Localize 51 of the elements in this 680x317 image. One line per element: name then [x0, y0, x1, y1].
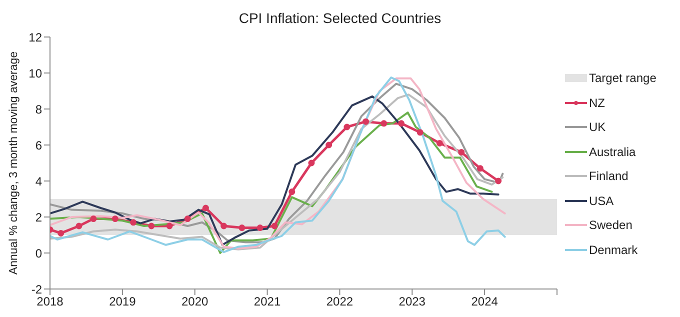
point [380, 120, 388, 127]
y-tick-label: 6 [35, 138, 42, 152]
point [495, 178, 502, 184]
legend-label: Denmark [589, 242, 638, 257]
y-tick-label: 12 [28, 30, 42, 44]
point [398, 120, 405, 127]
legend-label: USA [589, 194, 614, 208]
point [458, 148, 465, 156]
point [220, 222, 228, 230]
point [76, 222, 82, 230]
point [344, 124, 350, 130]
point [90, 216, 97, 222]
point [416, 129, 424, 136]
legend-label: UK [589, 120, 606, 134]
point [476, 165, 484, 172]
legend-label: Australia [589, 144, 636, 159]
point [112, 216, 118, 222]
y-tick-label: -2 [31, 282, 42, 296]
y-tick-label: 10 [28, 66, 42, 80]
point [148, 222, 155, 230]
point [238, 224, 246, 232]
x-tick-label: 2023 [398, 294, 426, 309]
point [166, 222, 173, 230]
point [58, 230, 64, 236]
x-tick-label: 2022 [326, 294, 354, 309]
x-tick-label: 2024 [471, 294, 498, 309]
y-tick-label: 0 [35, 246, 42, 260]
x-tick-label: 2018 [36, 294, 64, 309]
point [184, 216, 191, 222]
y-tick-label: 4 [35, 174, 42, 188]
legend-label: NZ [589, 96, 605, 110]
point [130, 219, 137, 226]
point [288, 188, 296, 196]
y-axis-title: Annual % change, 3 month moving average [8, 51, 20, 275]
y-tick-label: 8 [35, 102, 42, 116]
point [436, 140, 443, 146]
x-tick-label: 2019 [109, 294, 136, 309]
x-tick-label: 2020 [182, 294, 209, 309]
point [308, 160, 315, 166]
legend-label: Finland [589, 169, 628, 184]
point [202, 204, 209, 212]
point [362, 118, 370, 125]
y-tick-label: 2 [35, 210, 42, 224]
point [256, 224, 264, 232]
legend-label: Sweden [589, 218, 632, 232]
line-series [50, 112, 493, 254]
chart-title: CPI Inflation: Selected Countries [238, 10, 442, 26]
x-tick-label: 2021 [254, 294, 281, 309]
point [326, 142, 332, 148]
point [271, 222, 278, 230]
legend-label: Target range [589, 71, 656, 86]
